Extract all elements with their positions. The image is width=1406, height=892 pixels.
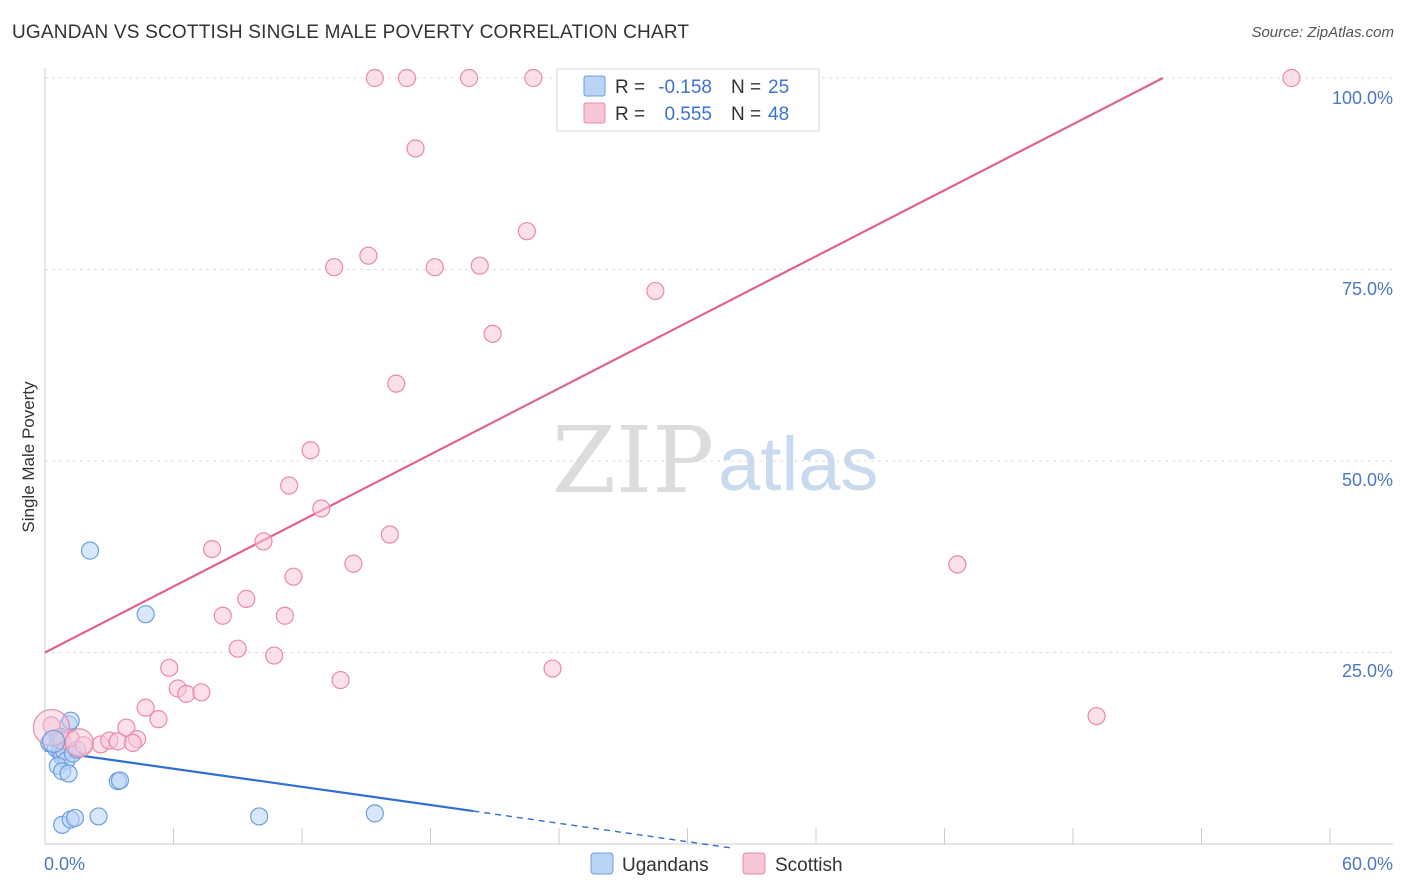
watermark-atlas: atlas xyxy=(718,422,879,507)
x-tick-label-max: 60.0% xyxy=(1342,854,1393,874)
scottish-point-26 xyxy=(312,499,331,518)
scottish-point-41 xyxy=(524,68,543,88)
bottom-legend-label-scottish: Scottish xyxy=(775,855,843,876)
bottom-legend-swatch-scottish xyxy=(742,852,766,875)
chart-title: UGANDAN VS SCOTTISH SINGLE MALE POVERTY … xyxy=(12,22,690,43)
ugandans-point-16 xyxy=(136,605,155,624)
y-tick-label-100: 100.0% xyxy=(1332,88,1393,108)
scottish-point-36 xyxy=(425,258,444,277)
bottom-legend-label-ugandans: Ugandans xyxy=(622,855,709,876)
legend-r-value-ugandans: -0.158 xyxy=(658,77,712,98)
y-tick-label-25: 25.0% xyxy=(1342,661,1393,681)
scottish-point-16 xyxy=(202,539,222,559)
ugandans-trend-extension xyxy=(473,810,731,849)
data-points xyxy=(32,68,1301,834)
scottish-point-20 xyxy=(254,532,273,551)
scottish-point-7 xyxy=(117,718,136,737)
scottish-point-38 xyxy=(470,256,489,275)
legend-r-label-scottish: R = xyxy=(615,104,645,125)
legend-n-label-ugandans: N = xyxy=(731,77,761,98)
scottish-point-44 xyxy=(646,281,665,301)
scottish-point-37 xyxy=(459,68,479,88)
scottish-point-22 xyxy=(275,606,294,625)
scottish-point-19 xyxy=(237,589,256,608)
ugandans-cluster-point-0 xyxy=(41,729,66,753)
scottish-point-11 xyxy=(149,710,168,729)
scottish-point-47 xyxy=(1087,706,1106,726)
ugandans-point-20 xyxy=(89,807,108,826)
legend-n-value-scottish: 48 xyxy=(768,104,789,125)
scottish-point-46 xyxy=(948,555,967,574)
scottish-point-12 xyxy=(160,658,179,677)
legend-r-value-scottish: 0.555 xyxy=(664,104,712,125)
scottish-point-27 xyxy=(325,258,344,277)
gridlines xyxy=(45,77,1393,653)
ugandans-point-15 xyxy=(80,541,100,560)
scottish-point-29 xyxy=(344,554,363,573)
ugandans-point-22 xyxy=(110,771,130,790)
y-tick-label-75: 75.0% xyxy=(1342,279,1393,299)
scottish-point-18 xyxy=(228,639,247,658)
scottish-point-10 xyxy=(136,698,155,717)
legend-swatch-scottish xyxy=(583,102,606,124)
scottish-point-9 xyxy=(123,733,142,752)
scottish-point-23 xyxy=(280,476,299,495)
scottish-point-31 xyxy=(365,68,384,88)
scottish-point-39 xyxy=(483,324,502,343)
scottish-point-30 xyxy=(359,246,378,265)
y-tick-label-50: 50.0% xyxy=(1342,470,1393,490)
ugandans-point-13 xyxy=(61,711,80,730)
axes xyxy=(44,68,1393,845)
scottish-point-33 xyxy=(387,374,406,393)
ugandans-point-24 xyxy=(365,804,384,823)
series-legend: Ugandans Scottish xyxy=(590,852,843,876)
legend-n-value-ugandans: 25 xyxy=(768,77,789,98)
bottom-legend-swatch-ugandans xyxy=(590,852,614,875)
scottish-point-35 xyxy=(406,139,425,158)
legend-swatch-ugandans xyxy=(583,75,606,97)
scottish-point-32 xyxy=(380,525,399,544)
scottish-point-42 xyxy=(543,659,562,678)
x-tick-label-min: 0.0% xyxy=(44,854,85,874)
scottish-trend-line xyxy=(44,77,1164,654)
ugandans-point-9 xyxy=(59,764,78,783)
ugandans-trend-line xyxy=(44,749,474,813)
scottish-point-40 xyxy=(517,222,536,241)
y-axis-title: Single Male Poverty xyxy=(19,381,38,533)
stats-legend: R = -0.158 N = 25 R = 0.555 N = 48 xyxy=(556,68,820,132)
scottish-point-14 xyxy=(177,684,196,703)
scottish-point-48 xyxy=(1282,68,1301,88)
source-label: Source: ZipAtlas.com xyxy=(1251,24,1394,41)
legend-r-label-ugandans: R = xyxy=(615,77,645,98)
scottish-point-15 xyxy=(192,683,211,702)
scottish-point-28 xyxy=(331,670,350,690)
ugandans-point-19 xyxy=(65,808,85,828)
ugandans-point-23 xyxy=(250,807,269,826)
scottish-point-24 xyxy=(284,567,303,586)
scottish-point-25 xyxy=(301,441,320,460)
scottish-point-21 xyxy=(265,646,284,665)
scottish-point-17 xyxy=(213,606,232,625)
trend-lines xyxy=(44,77,1164,849)
scottish-cluster-point-1 xyxy=(64,728,94,758)
scottish-point-34 xyxy=(397,68,417,88)
legend-n-label-scottish: N = xyxy=(731,104,761,125)
